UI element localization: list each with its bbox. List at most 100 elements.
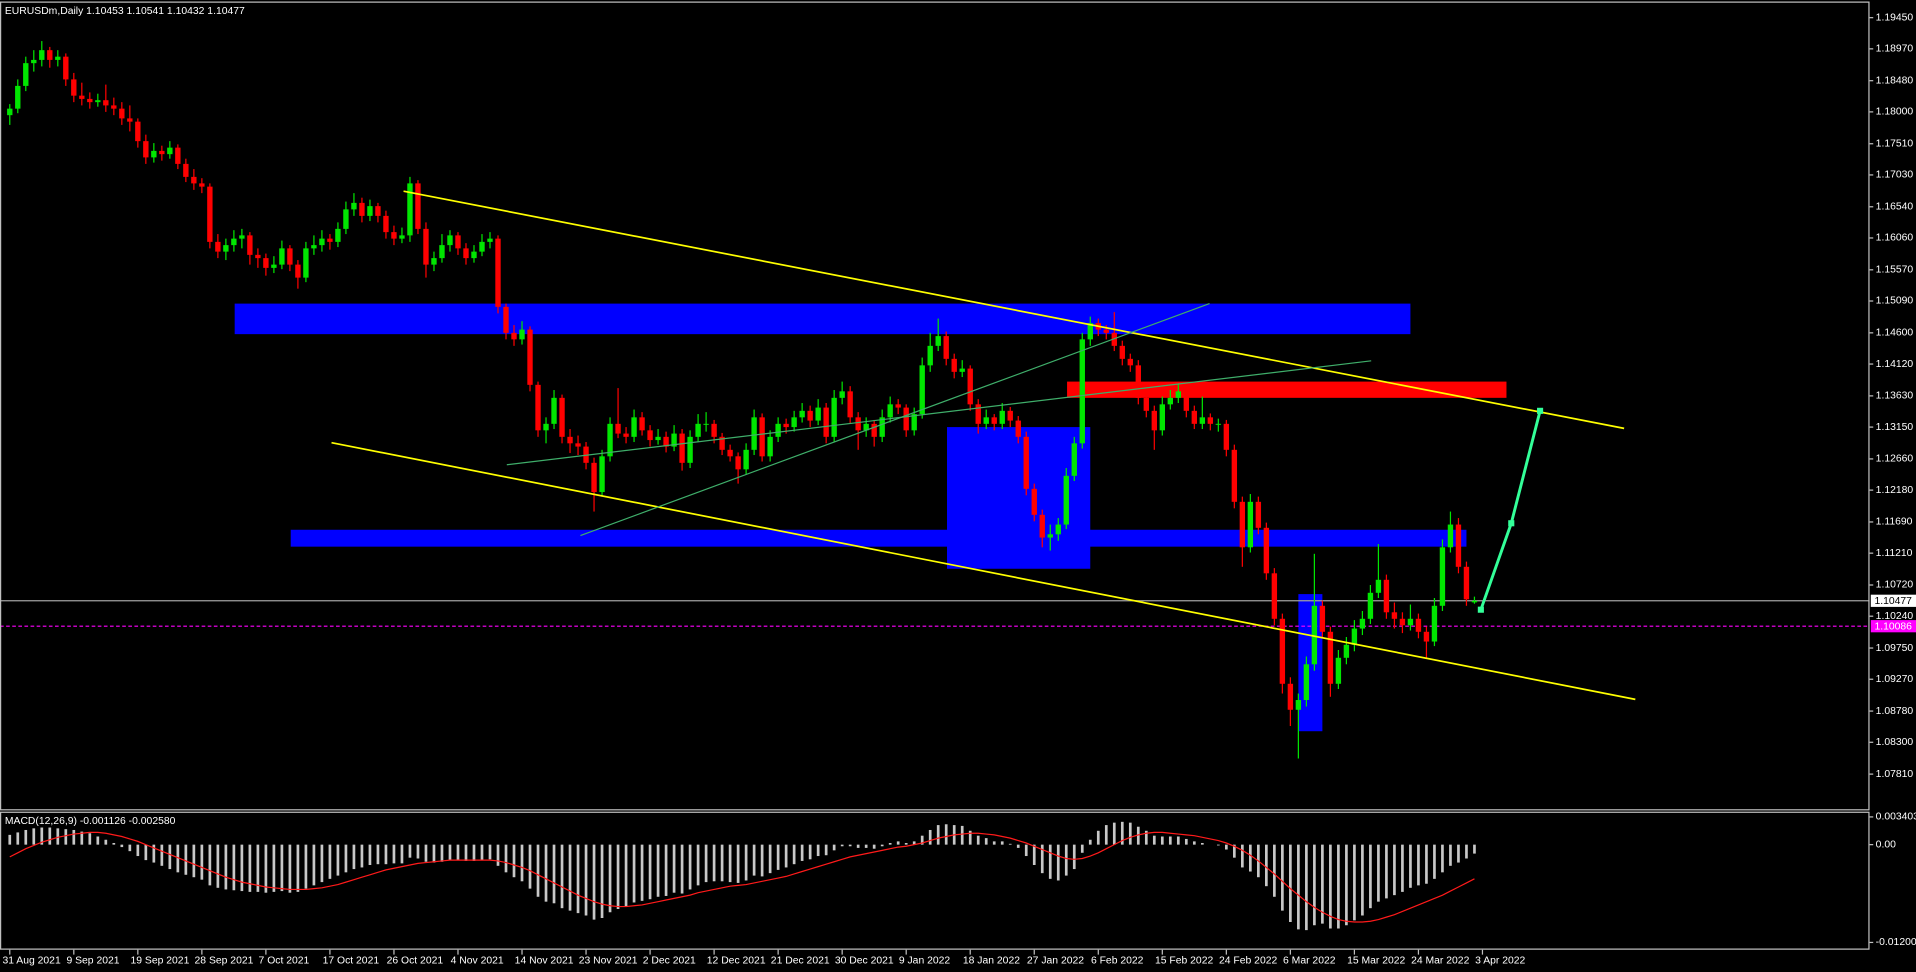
price-label: 1.10477 — [1874, 596, 1912, 607]
candle-body — [479, 241, 485, 252]
candle-body — [567, 436, 573, 444]
candle-body — [791, 417, 797, 428]
y-tick-label: 1.15090 — [1876, 296, 1914, 307]
candle-body — [1191, 410, 1198, 424]
candle-body — [1055, 524, 1061, 535]
candle-body — [839, 391, 845, 398]
candle-body — [527, 329, 533, 385]
trend-line — [403, 190, 1625, 430]
candle-body — [543, 423, 549, 431]
candle-body — [1391, 612, 1398, 619]
candle-body — [183, 163, 189, 177]
candle-body — [1359, 618, 1366, 629]
candle-body — [215, 241, 221, 252]
candle-body — [1231, 449, 1238, 502]
candle-body — [1327, 631, 1334, 684]
y-tick-label: 1.16540 — [1876, 202, 1914, 213]
candle-body — [1255, 501, 1262, 528]
candle-body — [655, 436, 661, 441]
candle-body — [87, 98, 93, 103]
candle-body — [759, 417, 765, 457]
candle-body — [135, 121, 141, 142]
candle-body — [1343, 644, 1350, 658]
candle-body — [751, 417, 757, 450]
candle-body — [111, 105, 117, 109]
candle-body — [1063, 475, 1069, 525]
y-tick-label: 0.00 — [1876, 839, 1896, 850]
y-tick-label: 0.003403 — [1876, 812, 1916, 823]
macd-pane-border — [0, 811, 1870, 950]
y-tick-label: 1.07810 — [1876, 769, 1914, 780]
candle-body — [1167, 397, 1174, 405]
indicator-title: MACD(12,26,9) -0.001126 -0.002580 — [5, 816, 176, 827]
candle-body — [1303, 664, 1310, 701]
candle-body — [551, 397, 557, 424]
candle-body — [335, 228, 341, 242]
candle-body — [711, 423, 717, 437]
candle-body — [495, 238, 501, 307]
candle-body — [95, 100, 101, 103]
candle-body — [1223, 423, 1230, 450]
candle-body — [1039, 514, 1045, 538]
candle-body — [1295, 700, 1302, 710]
candle-body — [463, 248, 469, 259]
candle-body — [1143, 397, 1149, 411]
candle-body — [703, 423, 709, 425]
trend-line — [580, 303, 1210, 537]
candle-body — [719, 436, 725, 450]
candle-body — [375, 206, 381, 216]
candle-body — [615, 423, 621, 434]
y-tick-label: 1.10720 — [1876, 580, 1914, 591]
y-tick-label: 1.11690 — [1876, 517, 1913, 528]
y-tick-label: 1.15570 — [1876, 265, 1914, 276]
x-tick-label: 31 Aug 2021 — [2, 955, 61, 966]
candle-body — [1463, 566, 1470, 600]
candle-body — [647, 430, 653, 441]
candle-body — [167, 147, 173, 155]
x-tick-label: 15 Feb 2022 — [1155, 955, 1213, 966]
x-tick-label: 3 Apr 2022 — [1475, 955, 1525, 966]
candle-body — [1151, 410, 1157, 431]
y-tick-label: 1.12660 — [1876, 454, 1914, 465]
candle-body — [1239, 501, 1246, 548]
candle-body — [63, 56, 69, 80]
x-tick-label: 6 Mar 2022 — [1283, 955, 1336, 966]
candle-body — [783, 423, 789, 428]
candle-body — [359, 202, 365, 216]
candle-body — [1311, 605, 1318, 665]
candle-body — [823, 407, 829, 437]
candle-body — [695, 423, 701, 437]
candle-body — [263, 258, 269, 268]
x-tick-label: 6 Feb 2022 — [1091, 955, 1144, 966]
x-tick-label: 15 Mar 2022 — [1347, 955, 1405, 966]
x-tick-label: 26 Oct 2021 — [387, 955, 444, 966]
candle-body — [279, 248, 285, 265]
candle-body — [423, 228, 429, 265]
candle-body — [119, 108, 125, 119]
candle-body — [1287, 683, 1294, 710]
candle-body — [1455, 524, 1462, 567]
candle-body — [1079, 339, 1085, 444]
candle-body — [311, 245, 317, 249]
candle-body — [1215, 423, 1222, 425]
y-tick-label: 1.12180 — [1876, 485, 1914, 496]
candle-body — [175, 147, 181, 164]
x-tick-label: 28 Sep 2021 — [195, 955, 254, 966]
y-tick-label: -0.012006 — [1876, 937, 1916, 948]
candle-body — [575, 443, 581, 447]
candle-body — [351, 202, 357, 210]
trend-point — [1477, 606, 1484, 613]
x-tick-label: 30 Dec 2021 — [835, 955, 894, 966]
chart-title: EURUSDm,Daily 1.10453 1.10541 1.10432 1.… — [5, 6, 245, 17]
candle-body — [1431, 605, 1438, 642]
y-tick-label: 1.17030 — [1876, 170, 1914, 181]
candle-body — [1103, 329, 1109, 333]
candle-body — [1415, 618, 1422, 632]
candle-body — [991, 417, 997, 424]
candle-body — [1383, 579, 1390, 613]
candle-body — [559, 397, 565, 437]
candle-body — [199, 183, 205, 187]
candle-body — [223, 245, 229, 252]
y-tick-label: 1.10240 — [1876, 611, 1914, 622]
